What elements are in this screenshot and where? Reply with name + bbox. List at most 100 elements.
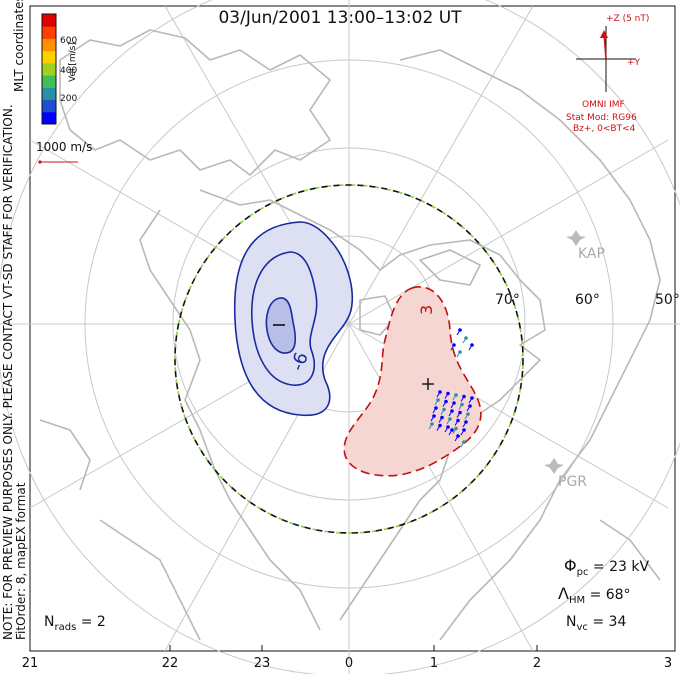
velocity-vector-dot [458, 410, 462, 415]
coastlines [39, 29, 661, 641]
velocity-vector-dot [452, 401, 456, 405]
bottom-ticks [29, 645, 676, 651]
colorbar-tick-200: 200 [60, 94, 78, 104]
imf-z-label: +Z (5 nT) [606, 14, 650, 24]
station-markers [544, 230, 586, 474]
velocity-vector-dot [450, 409, 454, 413]
velocity-vector-dot [464, 336, 468, 340]
mlt-label-21: 21 [21, 656, 39, 671]
velocity-vector-dot [438, 390, 442, 394]
negative-potential-cell: -6 [233, 221, 354, 417]
imf-y-label: +Y [627, 58, 641, 68]
coordinate-system-label: MLT coordinates [12, 0, 26, 92]
latitude-label-70: 70° [495, 292, 520, 308]
stat-model-label: Stat Mod: RG96 [566, 113, 637, 123]
colorbar-block [42, 50, 56, 64]
colorbar-block [42, 26, 56, 39]
nrads-symbol: N [44, 614, 55, 630]
velocity-vector-dot [466, 412, 470, 416]
velocity-vector-dot [464, 420, 468, 424]
negative-contour-middle [251, 251, 318, 386]
velocity-vector-dot [456, 434, 460, 438]
nvc-symbol: N [566, 614, 577, 630]
radar-count: Nrads = 2 [44, 614, 106, 633]
velocity-vector-dot [440, 415, 444, 420]
velocity-vector-dot [454, 393, 458, 397]
velocity-vector-dot [450, 428, 454, 432]
station-label-kap: KAP [578, 246, 605, 262]
velocity-vector-dot [458, 350, 462, 354]
velocity-vector-dot [448, 417, 452, 421]
velocity-vector-dot [446, 425, 450, 429]
nvc-subscript: vc [576, 621, 588, 633]
lambda-symbol: Λ [558, 584, 569, 603]
map-frame [29, 5, 676, 652]
cross-polar-potential: Φpc = 23 kV [564, 556, 649, 578]
latitude-label-50: 50° [655, 292, 680, 308]
hm-latitude: ΛHM = 68° [558, 584, 631, 606]
mlt-label-2: 2 [532, 656, 542, 671]
latitude-label-60: 60° [575, 292, 600, 308]
phi-symbol: Φ [564, 556, 577, 575]
velocity-vector-dot [470, 396, 474, 400]
scale-vector [38, 160, 78, 164]
mlt-label-3: 3 [663, 656, 673, 671]
imf-vector-arrowhead [600, 30, 608, 38]
station-label-pgr: PGR [558, 474, 588, 490]
velocity-vector-dot [446, 391, 450, 396]
colorbar-block [42, 14, 56, 27]
station-marker-kap [566, 230, 586, 246]
vector-count-value: = 34 [592, 614, 627, 630]
velocity-vector-dot [470, 343, 474, 347]
radar-count-value: = 2 [80, 614, 106, 630]
nrads-subscript: rads [54, 621, 77, 633]
lambda-subscript: HM [568, 594, 586, 606]
imf-dial [576, 26, 636, 92]
vector-count: Nvc = 34 [566, 614, 626, 633]
cross-polar-potential-value: = 23 kV [592, 559, 650, 575]
scale-vector-label: 1000 m/s [36, 140, 93, 154]
velocity-vectors [428, 328, 474, 448]
colorbar-block [42, 62, 56, 76]
colorbar-block [42, 75, 56, 88]
velocity-colorbar [41, 13, 57, 125]
colorbar-block [42, 111, 56, 125]
negative-contour-outer [233, 221, 354, 417]
mlt-label-1: 1 [429, 656, 439, 671]
station-marker-pgr [544, 458, 564, 474]
imf-condition-label: Bz+, 0<BT<4 [573, 124, 636, 134]
colorbar-block [42, 99, 56, 113]
velocity-vector-dot [438, 423, 442, 428]
colorbar-title: Vel [m/s] [68, 42, 78, 82]
mlt-label-23: 23 [253, 656, 271, 671]
velocity-vector-dot [460, 402, 464, 407]
colorbar-tick-600: 600 [60, 36, 78, 46]
velocity-vector-dot [452, 343, 456, 347]
imf-source-label: OMNI IMF [582, 100, 625, 110]
preview-note: NOTE: FOR PREVIEW PURPOSES ONLY. PLEASE … [1, 104, 28, 640]
velocity-vector-dot [456, 418, 460, 423]
velocity-vector-dot [442, 407, 446, 412]
colorbar-block [42, 38, 56, 52]
velocity-vector-dot [458, 328, 462, 332]
velocity-vector-dot [468, 404, 472, 408]
fit-order-note: FitOrder: 8, mapEX format [14, 482, 28, 640]
hm-latitude-value: = 68° [589, 587, 631, 603]
mlt-label-22: 22 [161, 656, 179, 671]
positive-contour-label: 3 [417, 305, 436, 315]
velocity-vector-dot [462, 394, 466, 399]
colorbar-block [42, 87, 56, 101]
colorbar-frame [41, 13, 57, 125]
velocity-vector-dot [430, 422, 434, 426]
velocity-vector-dot [462, 428, 466, 432]
colorbar-tick-400: 400 [60, 66, 78, 76]
velocity-vector-dot [434, 406, 438, 410]
velocity-vector-dot [444, 399, 448, 404]
velocity-vector-dot [454, 426, 458, 431]
mlt-label-0: 0 [344, 656, 354, 671]
velocity-vector-dot [432, 414, 436, 418]
hm-boundary-overlay [174, 184, 524, 534]
map-title: 03/Jun/2001 13:00–13:02 UT [218, 8, 462, 28]
